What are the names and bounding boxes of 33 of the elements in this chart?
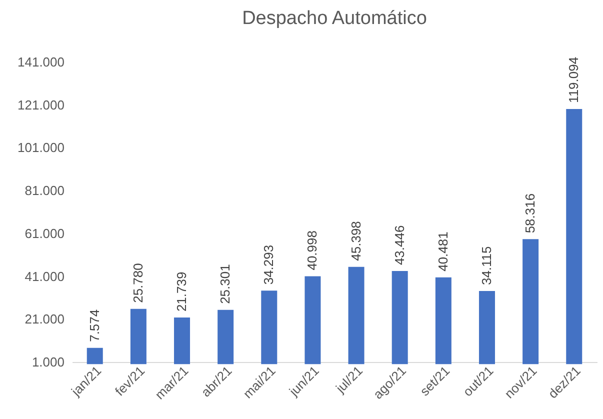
bar — [86, 348, 103, 364]
data-label: 40.481 — [435, 232, 450, 272]
bar — [435, 277, 452, 364]
y-tick-label: 61.000 — [24, 226, 64, 241]
y-tick-label: 81.000 — [24, 183, 64, 198]
bar — [261, 290, 278, 364]
chart-title: Despacho Automático — [242, 8, 427, 29]
bar — [392, 271, 408, 364]
data-label: 7.574 — [86, 309, 102, 342]
bar — [304, 276, 321, 364]
bar — [348, 266, 364, 364]
data-label: 21.739 — [174, 272, 190, 312]
data-label: 45.398 — [348, 221, 364, 261]
bar — [218, 310, 234, 364]
y-tick-label: 121.000 — [18, 97, 64, 112]
data-label: 119.094 — [566, 56, 582, 103]
bar — [566, 108, 582, 364]
bar — [130, 308, 146, 364]
y-tick-label: 21.000 — [24, 312, 64, 327]
y-tick-label: 1.000 — [32, 354, 64, 370]
y-tick-label: 101.000 — [18, 140, 64, 156]
data-label: 34.115 — [478, 246, 494, 286]
data-label: 25.301 — [218, 264, 233, 304]
data-label: 43.446 — [392, 225, 407, 266]
bar — [174, 318, 190, 364]
y-tick-label: 141.000 — [18, 54, 64, 70]
bar — [478, 291, 495, 364]
data-label: 40.998 — [304, 230, 320, 270]
data-label: 58.316 — [522, 193, 538, 234]
y-tick-label: 41.000 — [24, 268, 64, 284]
bar — [522, 239, 539, 364]
data-label: 34.293 — [261, 244, 276, 285]
data-label: 25.780 — [130, 263, 146, 303]
